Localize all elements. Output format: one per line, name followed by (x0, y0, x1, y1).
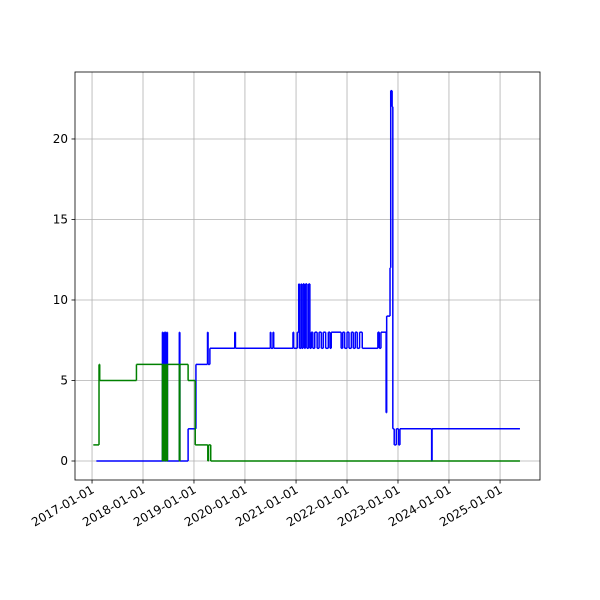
grid (75, 72, 540, 480)
y-tick-label: 20 (53, 132, 68, 146)
y-tick-label: 0 (60, 454, 68, 468)
lines (93, 89, 520, 462)
y-tick-label: 5 (60, 373, 68, 387)
axes-frame (74, 71, 541, 481)
ticks: 051015202017-01-012018-01-012019-01-0120… (29, 132, 504, 529)
y-tick-label: 15 (53, 212, 68, 226)
y-tick-label: 10 (53, 293, 68, 307)
